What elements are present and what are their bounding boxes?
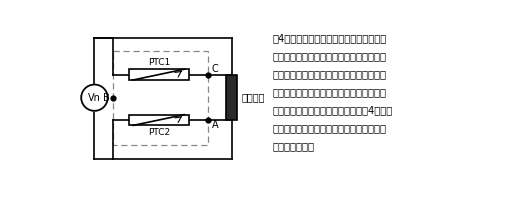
Text: 管要求变化着磁化区域缓慢衰减，以及精密: 管要求变化着磁化区域缓慢衰减，以及精密 [272,87,387,97]
Text: B: B [103,93,109,103]
Text: A: A [212,120,218,130]
Circle shape [81,85,108,111]
Text: 算机显示器都向着纯平面化反向发展，尽管: 算机显示器都向着纯平面化反向发展，尽管 [272,51,387,61]
Bar [113,51,209,145]
Text: 这种解决方案既节约了成本又减少了辅助线: 这种解决方案既节约了成本又减少了辅助线 [272,124,387,133]
Bar [128,69,189,80]
Text: 消磁在普通的显像管中很简单，但纯平显像: 消磁在普通的显像管中很简单，但纯平显像 [272,69,387,79]
Text: 消磁线圈: 消磁线圈 [242,92,265,102]
Bar [226,75,237,120]
Text: 图4、双消磁片消磁电路原理，彩电以及计: 图4、双消磁片消磁电路原理，彩电以及计 [272,33,387,43]
Bar [128,115,189,125]
Text: 圈的功率消耗。: 圈的功率消耗。 [272,142,315,152]
Text: 的线圈（直接置于障板上）位置。图4所示，: 的线圈（直接置于障板上）位置。图4所示， [272,105,393,115]
Text: PTC1: PTC1 [148,58,170,67]
Text: C: C [212,64,218,74]
Text: Vn: Vn [88,93,101,103]
Text: PTC2: PTC2 [148,128,170,137]
